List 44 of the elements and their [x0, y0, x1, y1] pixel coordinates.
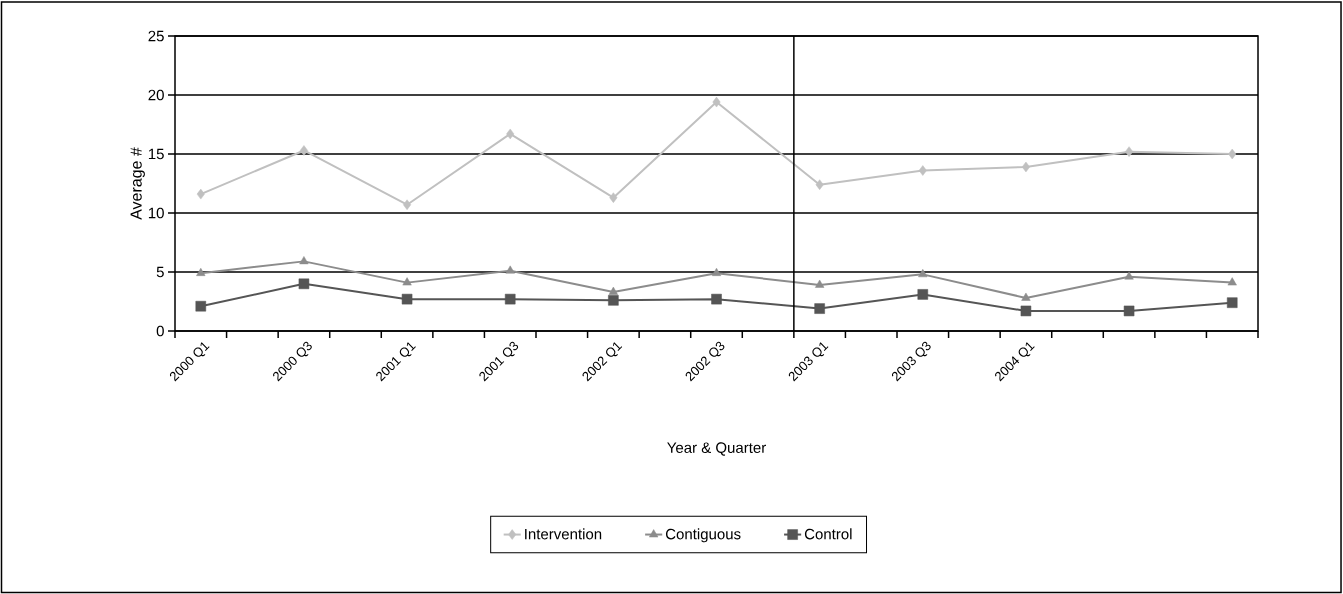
point — [196, 267, 206, 276]
point — [609, 192, 618, 203]
point — [196, 188, 205, 200]
y-tick-label: 10 — [148, 207, 164, 219]
point — [1021, 161, 1030, 173]
point — [711, 293, 722, 305]
point — [815, 279, 825, 288]
point — [299, 145, 308, 156]
point — [299, 256, 309, 265]
point — [918, 269, 928, 278]
point — [1228, 148, 1237, 160]
legend-label: Contiguous — [665, 528, 741, 543]
y-tick-label: 15 — [148, 148, 164, 160]
point — [1227, 277, 1237, 286]
point — [401, 293, 413, 305]
y-tick-label: 25 — [148, 30, 164, 42]
point — [195, 300, 207, 312]
point — [1124, 271, 1134, 280]
point — [505, 265, 515, 274]
y-tick-label: 5 — [156, 266, 164, 278]
point — [1021, 292, 1031, 301]
point — [918, 165, 927, 176]
point — [814, 303, 825, 314]
point — [402, 277, 412, 286]
x-axis-title: Year & Quarter — [667, 442, 766, 456]
point — [917, 289, 929, 300]
y-tick-label: 0 — [156, 325, 164, 337]
legend-label: Control — [804, 528, 852, 540]
point — [608, 286, 618, 295]
point — [711, 267, 722, 276]
y-tick-label: 20 — [148, 89, 164, 101]
point — [403, 199, 412, 210]
point — [504, 293, 516, 305]
point — [298, 278, 310, 290]
y-axis-title: Average # — [130, 147, 145, 220]
point — [815, 179, 824, 190]
legend-label: Intervention — [525, 528, 602, 540]
point — [608, 295, 619, 306]
point — [506, 128, 515, 140]
point — [1226, 297, 1238, 308]
point — [1020, 305, 1032, 317]
point — [1125, 146, 1134, 157]
point — [1123, 305, 1135, 317]
point — [712, 96, 721, 108]
